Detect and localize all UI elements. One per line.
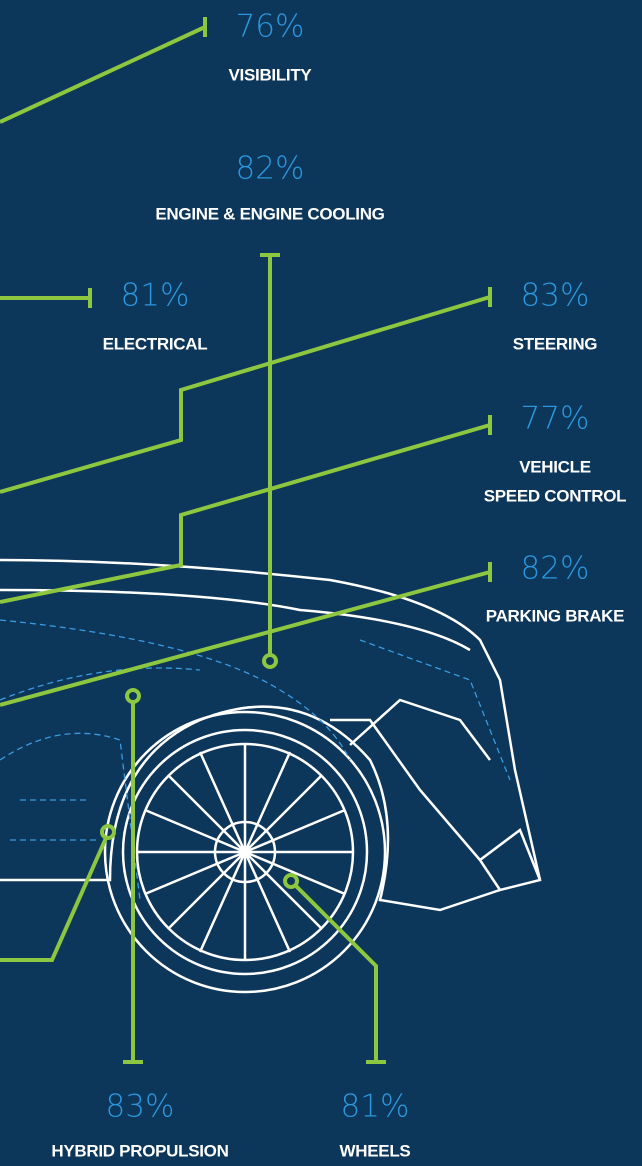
callout-label: VISIBILITY (229, 65, 313, 84)
callout-label: WHEELS (340, 1141, 411, 1160)
callout-label: STEERING (513, 334, 598, 353)
percentage: 83% (521, 278, 590, 314)
callout-label: PARKING BRAKE (486, 606, 624, 625)
callout-label: ELECTRICAL (103, 334, 208, 353)
percentage: 81% (121, 278, 190, 314)
percentage: 76% (236, 9, 305, 45)
percentage: 77% (521, 401, 590, 437)
connector-lines (0, 17, 492, 1064)
callout-label: SPEED CONTROL (484, 486, 627, 505)
callout-label: HYBRID PROPULSION (51, 1141, 228, 1160)
percentage: 82% (521, 551, 590, 587)
percentage: 82% (236, 151, 305, 187)
callout-label: ENGINE & ENGINE COOLING (155, 204, 384, 223)
callout-labels: 76% VISIBILITY 82% ENGINE & ENGINE COOLING 8… (51, 9, 626, 1161)
percentage: 81% (341, 1089, 410, 1125)
percentage: 83% (106, 1089, 175, 1125)
callout-label: VEHICLE (519, 457, 591, 476)
car-sketch (0, 558, 542, 994)
